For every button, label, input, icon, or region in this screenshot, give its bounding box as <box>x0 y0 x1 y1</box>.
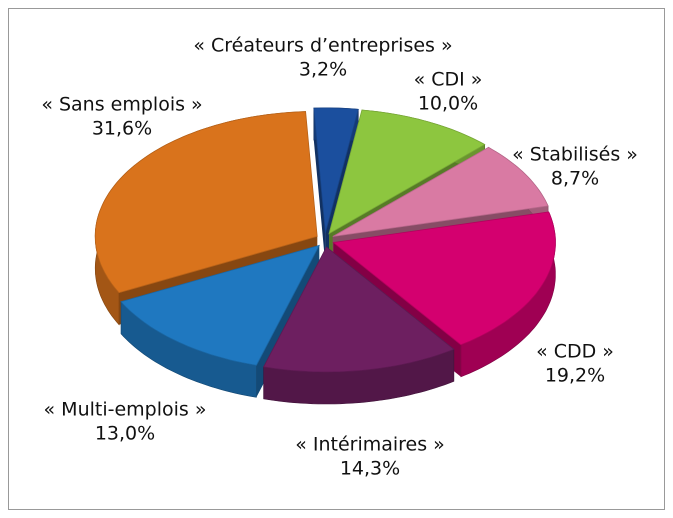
slice <box>332 146 549 237</box>
slice <box>313 107 359 234</box>
slice-label: « CDI » <box>414 69 483 91</box>
slice-value-label: 31,6% <box>92 118 152 140</box>
slice <box>94 111 318 294</box>
slice-inner-wall <box>313 108 326 265</box>
slice <box>328 109 486 235</box>
slice <box>262 246 455 373</box>
slice-label: « Sans emplois » <box>41 94 202 116</box>
labels: « Créateurs d’entreprises »3,2% « CDI »10… <box>41 35 638 480</box>
slice-value-label: 14,3% <box>340 458 400 480</box>
pie <box>94 107 556 405</box>
slice-value-label: 19,2% <box>545 365 605 387</box>
slice-label: « CDD » <box>536 341 614 363</box>
slice <box>332 211 556 346</box>
slice-label: « Créateurs d’entreprises » <box>193 35 452 57</box>
slice-label: « Multi-emplois » <box>44 399 207 421</box>
slice-label: « Intérimaires » <box>295 434 445 456</box>
slice-value-label: 8,7% <box>551 168 599 190</box>
slice-value-label: 3,2% <box>299 59 347 81</box>
slice-value-label: 10,0% <box>418 93 478 115</box>
slice-value-label: 13,0% <box>95 423 155 445</box>
slice <box>120 244 320 366</box>
slice-label: « Stabilisés » <box>512 144 638 166</box>
